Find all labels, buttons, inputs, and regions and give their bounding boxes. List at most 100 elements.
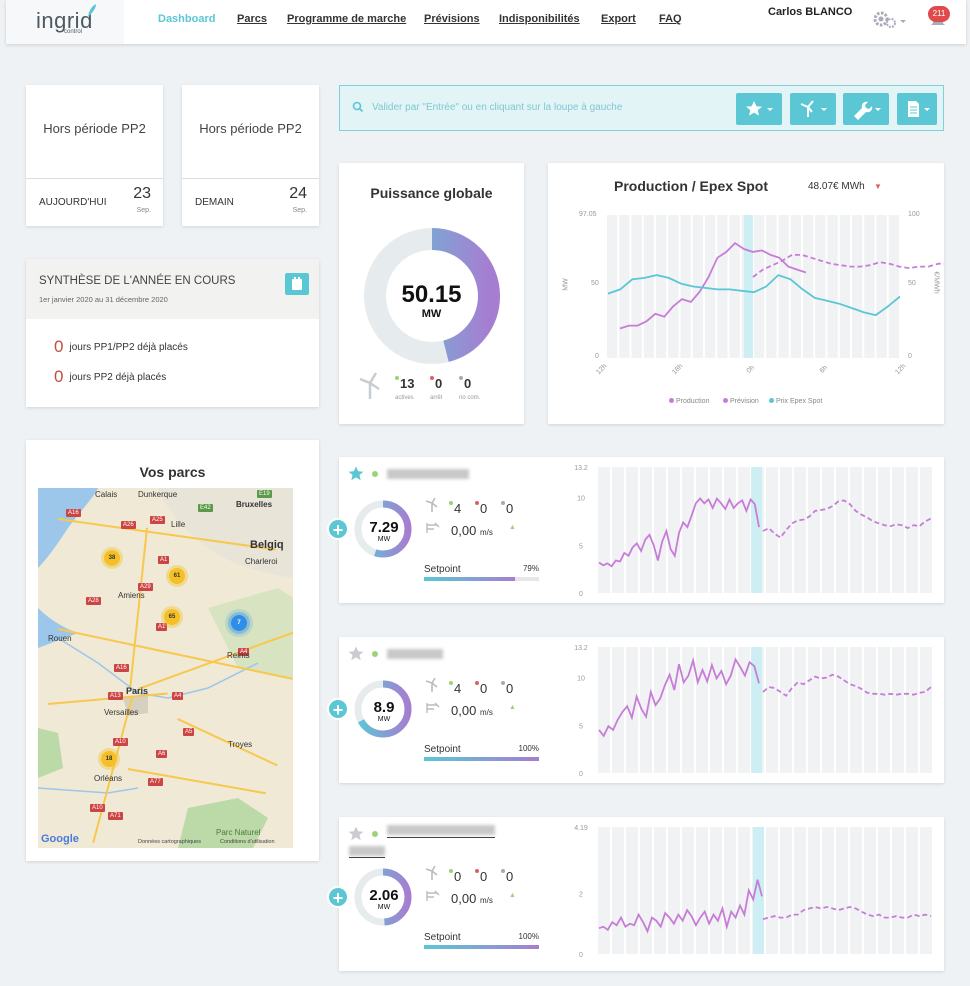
map-cluster[interactable]: 61 <box>169 568 185 584</box>
y-left-axis-label: MW <box>562 278 570 291</box>
park-production-line[interactable] <box>598 879 763 934</box>
grid-column <box>808 827 820 954</box>
nav-export[interactable]: Export <box>601 13 636 25</box>
grid-column <box>850 647 862 773</box>
nav-previsions[interactable]: Prévisions <box>424 13 480 25</box>
grid-column <box>710 467 722 593</box>
report-menu-button[interactable] <box>897 93 937 125</box>
nav-dashboard[interactable]: Dashboard <box>158 13 216 25</box>
now-marker <box>751 647 762 773</box>
production-chart[interactable] <box>548 163 944 424</box>
google-logo[interactable]: Google <box>41 833 79 845</box>
status-dot <box>449 501 453 505</box>
park-expand-plus-button[interactable]: + <box>327 518 349 540</box>
nav-parcs[interactable]: Parcs <box>237 13 267 25</box>
grid-column <box>878 467 890 593</box>
grid-column <box>598 827 610 954</box>
grid-column <box>780 827 792 954</box>
nav-programme-de-marche[interactable]: Programme de marche <box>287 13 407 25</box>
parks-map[interactable]: E19 A16 A26 A25 E42 A1 A28 A29 A1 A4 A16… <box>38 488 293 848</box>
grid-column <box>754 215 765 358</box>
anemometer-icon <box>426 890 440 901</box>
park-production-line[interactable] <box>598 656 760 738</box>
nav-indisponibilites[interactable]: Indisponibilités <box>499 13 580 25</box>
prix-epex-line[interactable] <box>607 274 901 317</box>
map-cluster[interactable]: 7 <box>231 615 247 631</box>
park-expand-plus-button[interactable]: + <box>327 698 349 720</box>
favorite-star-icon[interactable] <box>348 466 364 481</box>
favorite-star-icon[interactable] <box>348 646 364 661</box>
notification-count-badge[interactable]: 211 <box>928 6 950 22</box>
status-dot <box>475 869 479 873</box>
park-name-blurred[interactable] <box>387 825 495 835</box>
count-value: 0 <box>480 869 488 884</box>
tools-menu-button[interactable] <box>843 93 889 125</box>
synthese-calendar-button[interactable] <box>285 273 309 295</box>
search-icon[interactable] <box>352 101 364 113</box>
setpoint-percent: 100% <box>518 744 539 753</box>
park-expand-plus-button[interactable]: + <box>327 886 349 908</box>
map-data-link[interactable]: Données cartographiques <box>138 839 201 845</box>
map-cluster[interactable]: 18 <box>101 751 117 767</box>
grid-column <box>794 827 806 954</box>
y-tick-label: 5 <box>579 543 583 550</box>
grid-column <box>864 215 875 358</box>
road-shield: A16 <box>114 664 129 672</box>
map-label-reims: Reims <box>227 651 250 660</box>
grid-column <box>766 827 778 954</box>
favorite-star-icon[interactable] <box>348 826 364 841</box>
park-name-blurred[interactable] <box>387 649 443 659</box>
park-production-chart[interactable]: 024.19MW <box>567 817 944 971</box>
now-marker <box>751 467 762 593</box>
prevision-line[interactable] <box>752 254 944 278</box>
map-cluster[interactable]: 38 <box>104 550 120 566</box>
legend-swatch <box>669 398 674 403</box>
settings-gear-icon[interactable] <box>872 10 906 30</box>
production-line[interactable] <box>619 241 807 330</box>
park-name-underline <box>349 857 385 858</box>
grid-column <box>850 827 862 954</box>
park-forecast-line[interactable] <box>762 906 932 920</box>
grid-column <box>836 467 848 593</box>
epex-price: 48.07€ MWh <box>808 181 865 192</box>
nav-faq[interactable]: FAQ <box>659 13 682 25</box>
road-shield: A29 <box>138 583 153 591</box>
park-name-blurred[interactable] <box>387 469 469 479</box>
status-dot <box>475 681 479 685</box>
park-forecast-line[interactable] <box>762 673 932 697</box>
park-name-blurred[interactable] <box>349 846 385 856</box>
user-name[interactable]: Carlos BLANCO <box>768 6 853 18</box>
map-terms-link[interactable]: Conditions d'utilisation <box>220 839 275 845</box>
park-power-unit: MW <box>377 904 391 911</box>
turbine-filter-button[interactable] <box>790 93 836 125</box>
legend-prevision[interactable]: Prévision <box>723 398 759 405</box>
map-label-belgique: Belgiq <box>250 539 284 551</box>
grid-column <box>766 215 777 358</box>
grid-column <box>729 215 740 358</box>
synthese-label: jours PP2 déjà placés <box>69 372 167 383</box>
favorites-filter-button[interactable] <box>736 93 782 125</box>
map-cluster[interactable]: 65 <box>164 609 180 625</box>
setpoint-bar-fill <box>424 757 539 761</box>
logo-leaf-icon <box>88 4 96 17</box>
legend-prix-epex[interactable]: Prix Epex Spot <box>769 398 822 405</box>
park-name-underline <box>387 837 495 838</box>
status-dot <box>501 501 505 505</box>
legend-swatch <box>769 398 774 403</box>
production-epex-card: Production / Epex Spot 48.07€ MWh ▼ 97.0… <box>548 163 944 424</box>
legend-production[interactable]: Production <box>669 398 709 405</box>
search-input[interactable]: Valider par "Entrée" ou en cliquant sur … <box>372 102 623 113</box>
turbines-active-count: 0 <box>449 869 461 884</box>
grid-column <box>710 647 722 773</box>
road-shield: A1 <box>156 623 168 631</box>
map-label-parc-naturel: Parc Naturel <box>216 828 261 837</box>
grid-column <box>808 647 820 773</box>
park-production-line[interactable] <box>598 496 760 568</box>
ingrid-logo[interactable]: ingrid control <box>6 0 124 44</box>
setpoint-percent: 79% <box>522 564 539 573</box>
